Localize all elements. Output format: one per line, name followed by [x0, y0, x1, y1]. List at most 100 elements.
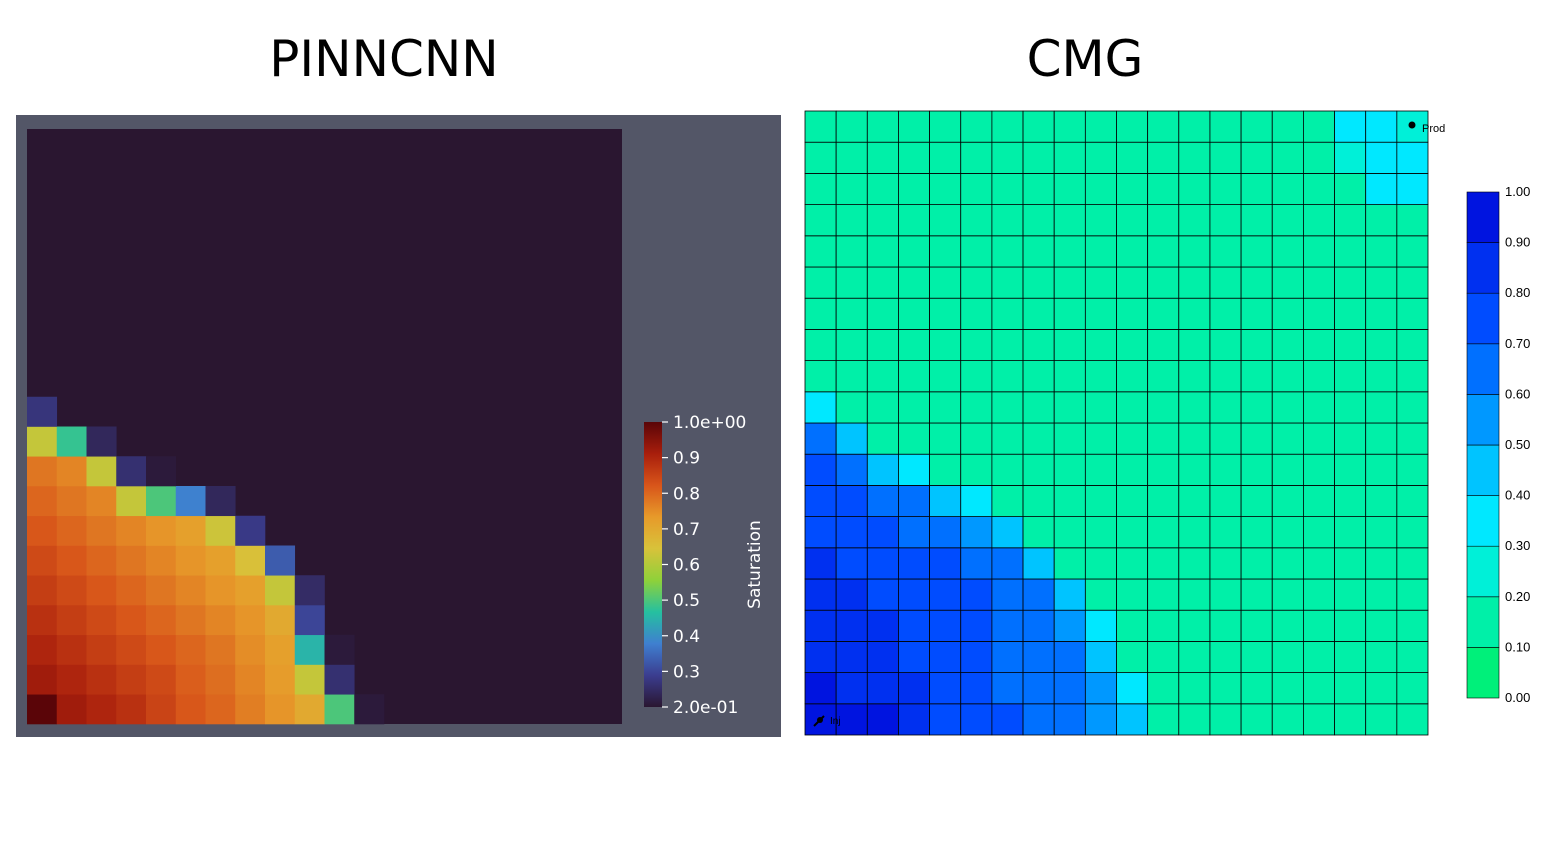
cmg-cell — [960, 516, 993, 549]
cmg-cell — [804, 516, 837, 549]
cmg-cell — [1334, 173, 1367, 206]
pinncnn-cell — [86, 486, 117, 517]
cmg-cell — [1271, 204, 1304, 237]
pinncnn-cell — [86, 545, 117, 576]
pinncnn-cell — [146, 545, 177, 576]
pinncnn-cell — [27, 396, 58, 427]
cmg-cell — [1302, 328, 1335, 361]
pinncnn-cell — [175, 515, 206, 546]
cmg-cell — [1209, 141, 1242, 174]
pinncnn-cell — [27, 634, 58, 665]
cmg-cell — [1053, 484, 1086, 517]
pinncnn-cell — [86, 575, 117, 606]
pinncnn-cell — [27, 486, 58, 517]
cmg-colorbar-band — [1466, 292, 1500, 345]
pinncnn-cell — [354, 694, 385, 725]
cmg-colorbar-band — [1466, 444, 1500, 496]
cmg-cell — [1084, 297, 1117, 330]
cmg-cell — [1147, 641, 1180, 674]
pinncnn-cell — [235, 634, 266, 665]
cmg-cell — [1396, 547, 1429, 580]
cmg-cell — [1209, 516, 1242, 549]
cmg-cell — [1209, 360, 1242, 393]
cmg-cell — [898, 360, 930, 393]
cmg-cell — [1084, 641, 1117, 674]
pinncnn-cell — [294, 575, 325, 606]
cmg-colorbar-band — [1466, 343, 1500, 395]
cmg-cell — [1396, 672, 1429, 705]
pinncnn-cell — [27, 456, 58, 487]
cmg-colorbar-tick-label: 0.50 — [1505, 437, 1530, 452]
cmg-cell — [1209, 110, 1242, 143]
cmg-cell — [835, 297, 868, 330]
pinncnn-colorbar-tick-label: 0.7 — [673, 520, 700, 540]
cmg-cell — [835, 422, 868, 455]
cmg-cell — [898, 578, 930, 611]
cmg-cell — [866, 204, 899, 237]
pinncnn-cell — [86, 605, 117, 636]
cmg-cell — [898, 641, 930, 674]
cmg-cell — [1178, 703, 1211, 736]
cmg-cell — [1147, 422, 1180, 455]
cmg-cell — [804, 484, 837, 517]
cmg-cell — [1365, 641, 1398, 674]
cmg-cell — [835, 672, 868, 705]
cmg-cell — [1178, 204, 1211, 237]
pinncnn-cell — [56, 456, 87, 487]
cmg-cell — [1084, 578, 1117, 611]
cmg-cell — [1365, 453, 1398, 486]
cmg-cell — [1240, 578, 1273, 611]
cmg-cell — [1116, 547, 1149, 580]
cmg-cell — [1178, 547, 1211, 580]
cmg-cell — [1053, 672, 1086, 705]
cmg-cell — [1302, 422, 1335, 455]
cmg-cell — [1396, 391, 1429, 424]
cmg-cell — [1116, 578, 1149, 611]
cmg-cell — [1271, 391, 1304, 424]
cmg-cell — [1053, 391, 1086, 424]
pinncnn-cell — [235, 664, 266, 695]
cmg-cell — [1116, 391, 1149, 424]
cmg-cell — [1053, 360, 1086, 393]
cmg-cell — [1302, 391, 1335, 424]
cmg-cell — [991, 422, 1024, 455]
cmg-cell — [991, 328, 1024, 361]
cmg-colorbar-tick-label: 0.60 — [1505, 386, 1530, 401]
cmg-cell — [1209, 547, 1242, 580]
cmg-cell — [1084, 328, 1117, 361]
cmg-cell — [866, 141, 899, 174]
cmg-cell — [929, 672, 962, 705]
pinncnn-panel: 1.0e+00 0.9 0.8 0.7 0.6 0.5 0.4 0.3 2.0e-01 Satur… — [16, 115, 781, 737]
cmg-colorbar-band — [1466, 394, 1500, 446]
cmg-cell — [1271, 516, 1304, 549]
pinncnn-cell — [146, 456, 177, 487]
pinncnn-cell — [205, 515, 236, 546]
cmg-cell — [1209, 204, 1242, 237]
cmg-cell — [991, 235, 1024, 268]
cmg-cell — [1240, 641, 1273, 674]
pinncnn-cell — [265, 664, 296, 695]
cmg-cell — [1147, 204, 1180, 237]
pinncnn-colorbar-tick-label: 0.9 — [673, 449, 700, 469]
cmg-cell — [1302, 609, 1335, 642]
cmg-cell — [1084, 204, 1117, 237]
cmg-cell — [929, 141, 962, 174]
cmg-cell — [1022, 422, 1055, 455]
cmg-cell — [1240, 173, 1273, 206]
cmg-cell — [929, 484, 962, 517]
pinncnn-cell — [27, 575, 58, 606]
cmg-cell — [1147, 173, 1180, 206]
cmg-colorbar-tick-label: 1.00 — [1505, 184, 1530, 199]
pinncnn-cell — [175, 486, 206, 517]
cmg-cell — [1053, 422, 1086, 455]
cmg-cell — [1271, 110, 1304, 143]
cmg-cell — [1022, 328, 1055, 361]
cmg-cell — [1365, 297, 1398, 330]
cmg-cell — [1240, 297, 1273, 330]
cmg-cell — [1084, 516, 1117, 549]
cmg-cell — [1209, 328, 1242, 361]
pinncnn-cell — [205, 664, 236, 695]
cmg-cell — [1365, 672, 1398, 705]
cmg-cell — [1084, 391, 1117, 424]
cmg-colorbar-tick-label: 0.30 — [1505, 538, 1530, 553]
